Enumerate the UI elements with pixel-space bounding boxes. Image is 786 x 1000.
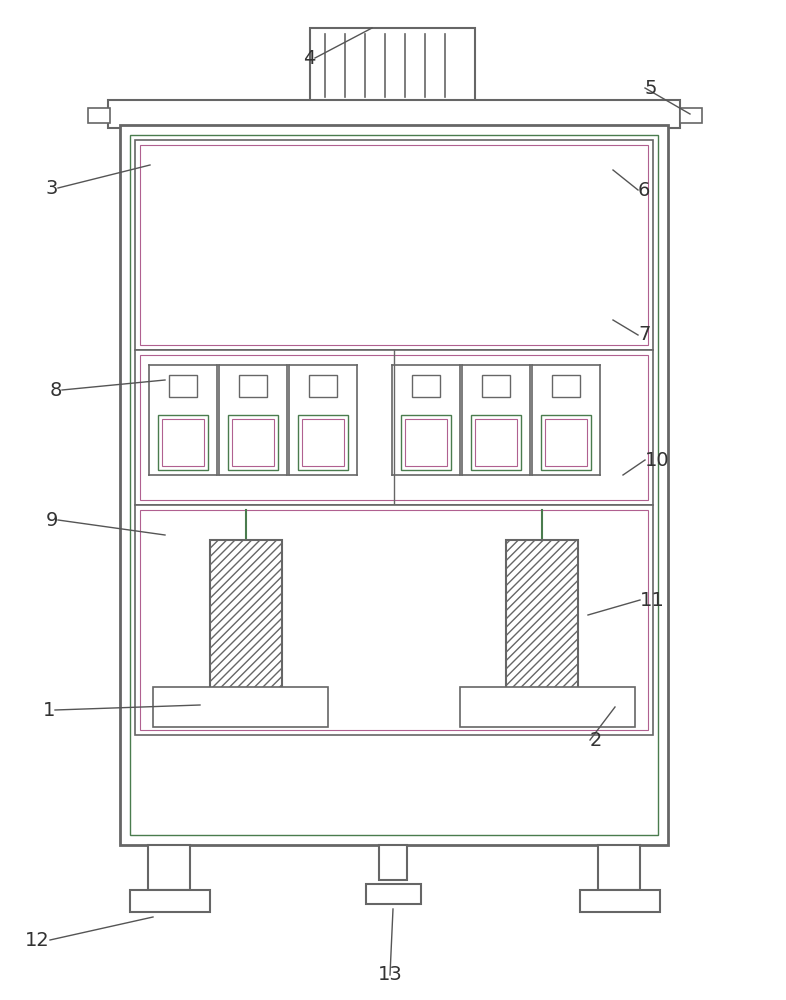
Text: 7: 7 (638, 326, 650, 344)
Bar (541, 415, 591, 470)
Bar (412, 375, 440, 397)
Bar (366, 884, 421, 904)
Bar (130, 135, 658, 835)
Text: 3: 3 (46, 178, 58, 198)
Bar (158, 415, 208, 470)
Text: 11: 11 (640, 590, 665, 609)
Bar (135, 140, 653, 350)
Bar (580, 890, 660, 912)
Text: 4: 4 (303, 48, 315, 68)
Bar (140, 145, 648, 345)
Bar (401, 415, 451, 470)
Bar (148, 845, 190, 890)
Text: 9: 9 (46, 510, 58, 530)
Bar (598, 845, 640, 890)
Bar (120, 125, 668, 845)
Bar (460, 687, 635, 727)
Bar (310, 28, 475, 103)
Bar (228, 415, 278, 470)
Text: 10: 10 (645, 450, 670, 470)
Bar (153, 687, 328, 727)
Bar (130, 890, 210, 912)
Text: 13: 13 (377, 966, 402, 984)
Bar (232, 419, 274, 466)
Text: 6: 6 (638, 180, 650, 200)
Bar (135, 350, 653, 505)
Bar (405, 419, 447, 466)
Text: 8: 8 (50, 380, 62, 399)
Bar (162, 419, 204, 466)
Bar (140, 510, 648, 730)
Bar (680, 108, 702, 123)
Text: 5: 5 (645, 79, 658, 98)
Text: 1: 1 (42, 700, 55, 720)
Bar (302, 419, 344, 466)
Bar (298, 415, 348, 470)
Bar (135, 505, 653, 735)
Bar (169, 375, 197, 397)
Bar (475, 419, 517, 466)
Bar (482, 375, 510, 397)
Bar (210, 540, 282, 690)
Bar (379, 845, 407, 880)
Text: 12: 12 (25, 930, 50, 950)
Bar (471, 415, 521, 470)
Bar (309, 375, 337, 397)
Bar (140, 355, 648, 500)
Bar (552, 375, 580, 397)
Bar (88, 108, 110, 123)
Bar (108, 100, 680, 128)
Bar (239, 375, 267, 397)
Text: 2: 2 (590, 730, 602, 750)
Bar (545, 419, 587, 466)
Bar (506, 540, 578, 690)
